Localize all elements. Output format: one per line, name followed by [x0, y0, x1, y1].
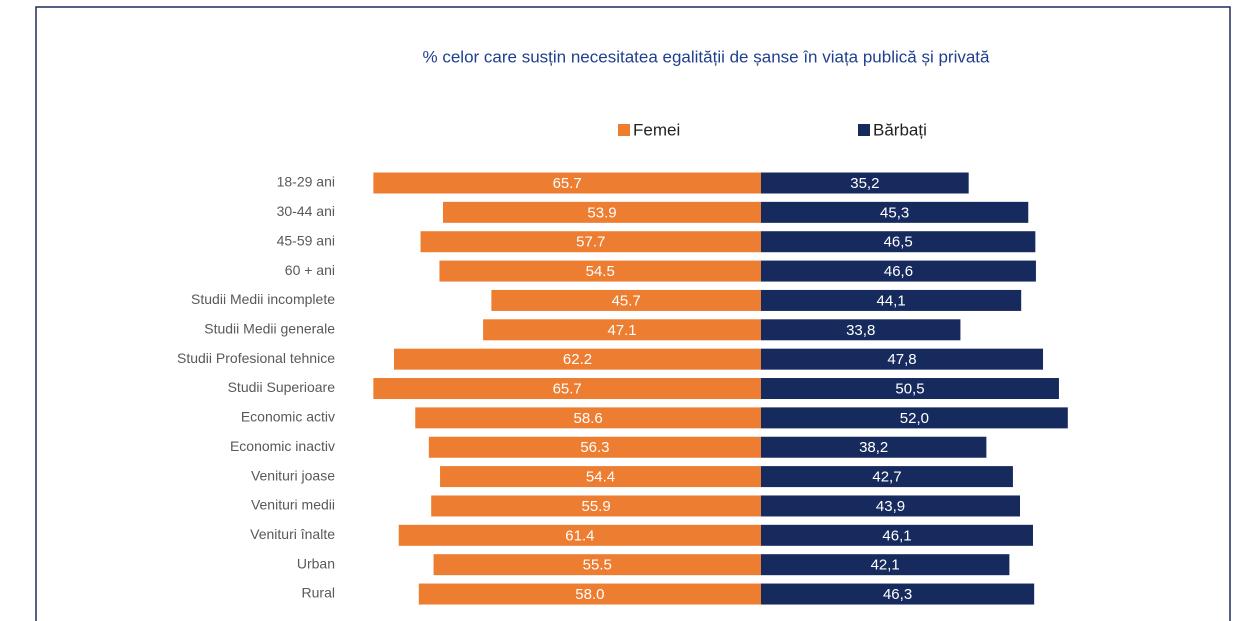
value-label: 61.4	[565, 527, 594, 544]
value-label: 35,2	[850, 175, 879, 192]
bar	[761, 231, 1036, 253]
bar	[420, 231, 761, 253]
value-label: 55.5	[583, 557, 612, 574]
bar	[373, 378, 761, 400]
value-label: 38,2	[859, 439, 888, 456]
value-label: 47.1	[607, 322, 636, 339]
value-label: 46,5	[884, 234, 913, 251]
bar	[761, 260, 1036, 282]
bar	[761, 201, 1029, 223]
category-label: Urban	[297, 555, 335, 571]
category-label: Studii Profesional tehnice	[177, 350, 335, 366]
value-label: 33,8	[846, 322, 875, 339]
bar	[440, 466, 761, 488]
bar	[415, 407, 761, 429]
value-label: 46,1	[882, 527, 911, 544]
value-label: 58.0	[575, 586, 604, 603]
bar	[373, 172, 761, 194]
bar	[431, 495, 761, 517]
bar	[483, 319, 761, 341]
category-label: Studii Medii generale	[204, 321, 335, 337]
bar	[394, 348, 761, 370]
category-label: Studii Medii incomplete	[191, 291, 335, 307]
value-label: 42,7	[872, 469, 901, 486]
value-label: 58.6	[574, 410, 603, 427]
legend-swatch	[858, 124, 870, 136]
frame	[35, 6, 1231, 621]
bar	[761, 495, 1021, 517]
category-label: Economic inactiv	[230, 438, 335, 454]
bar	[761, 583, 1035, 605]
category-label: Rural	[302, 585, 335, 601]
bar	[491, 289, 761, 311]
category-label: Economic activ	[241, 409, 335, 425]
bar	[761, 466, 1013, 488]
value-label: 57.7	[576, 234, 605, 251]
bar	[761, 407, 1068, 429]
value-label: 55.9	[581, 498, 610, 515]
bar	[398, 524, 761, 546]
legend-label: Femei	[633, 120, 680, 139]
value-label: 45.7	[612, 292, 641, 309]
value-label: 42,1	[871, 557, 900, 574]
value-label: 46,6	[884, 263, 913, 280]
chart-title: % celor care susțin necesitatea egalităț…	[423, 47, 991, 66]
value-label: 54.4	[586, 469, 615, 486]
bar	[761, 378, 1059, 400]
category-label: Studii Superioare	[228, 379, 336, 395]
category-label: 45-59 ani	[277, 232, 335, 248]
bar	[418, 583, 761, 605]
value-label: 65.7	[553, 175, 582, 192]
bar	[761, 436, 987, 458]
value-label: 62.2	[563, 351, 592, 368]
value-label: 52,0	[900, 410, 929, 427]
value-label: 44,1	[876, 292, 905, 309]
value-label: 53.9	[587, 204, 616, 221]
value-label: 54.5	[586, 263, 615, 280]
value-label: 47,8	[887, 351, 916, 368]
bar	[428, 436, 761, 458]
category-label: 18-29 ani	[277, 174, 335, 190]
legend-swatch	[618, 124, 630, 136]
bar	[439, 260, 761, 282]
value-label: 50,5	[895, 380, 924, 397]
category-label: 30-44 ani	[277, 203, 335, 219]
value-label: 56.3	[580, 439, 609, 456]
legend-label: Bărbați	[873, 120, 927, 139]
bar	[761, 348, 1044, 370]
category-label: Venituri joase	[251, 467, 335, 483]
value-label: 43,9	[876, 498, 905, 515]
bar	[433, 554, 761, 576]
category-label: Venituri înalte	[250, 526, 335, 542]
bar	[761, 524, 1033, 546]
category-label: 60 + ani	[285, 262, 335, 278]
bar	[761, 319, 961, 341]
value-label: 46,3	[883, 586, 912, 603]
bar	[442, 201, 761, 223]
category-label: Venituri medii	[251, 497, 335, 513]
value-label: 65.7	[553, 380, 582, 397]
bar	[761, 172, 969, 194]
bar	[761, 289, 1022, 311]
value-label: 45,3	[880, 204, 909, 221]
bar	[761, 554, 1010, 576]
